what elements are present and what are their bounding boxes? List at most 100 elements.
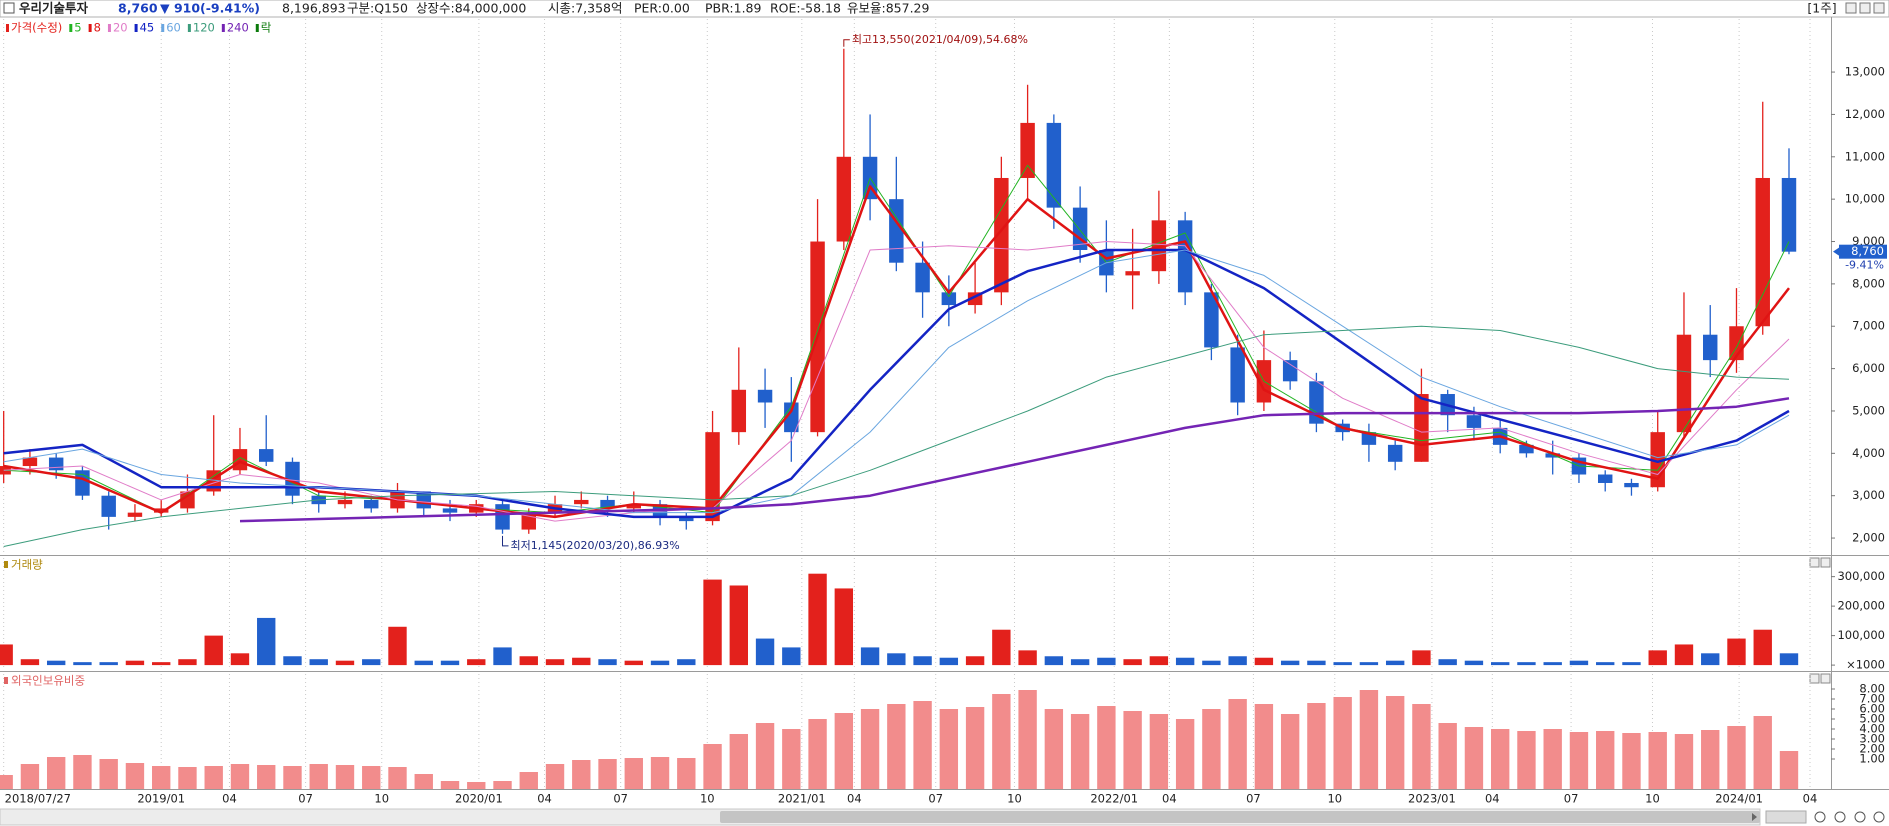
bar xyxy=(1779,653,1799,666)
scroll-thumb[interactable] xyxy=(720,811,1760,823)
checkbox[interactable] xyxy=(3,2,15,14)
zoom-button[interactable] xyxy=(1814,811,1826,823)
bar xyxy=(1254,704,1274,789)
bar xyxy=(913,656,932,666)
panel-button[interactable] xyxy=(1820,557,1831,568)
annotation-high: 최고13,550(2021/04/09),54.68% xyxy=(852,33,1028,46)
candle-body xyxy=(994,177,1009,293)
bar xyxy=(1097,657,1116,666)
scrollbar xyxy=(0,808,1885,826)
panel-button[interactable] xyxy=(1809,557,1820,568)
bar xyxy=(598,759,617,789)
x-tick-label: 2020/01 xyxy=(455,792,503,806)
x-tick-label: 07 xyxy=(298,792,313,806)
bar xyxy=(1517,662,1536,666)
bar xyxy=(257,765,276,789)
x-tick-label: 04 xyxy=(1485,792,1500,806)
candle-body xyxy=(1519,444,1534,454)
bar xyxy=(545,764,565,789)
last-change-label: -9.41% xyxy=(1845,259,1884,272)
x-tick-label: 07 xyxy=(1246,792,1261,806)
candle-body xyxy=(1020,122,1035,178)
zoom-button[interactable] xyxy=(1854,811,1866,823)
bar xyxy=(20,764,40,789)
bar xyxy=(283,656,302,666)
candle-body xyxy=(626,504,642,509)
x-tick-label: 04 xyxy=(222,792,237,806)
bar xyxy=(1569,660,1589,666)
period[interactable]: [1주] xyxy=(1807,1,1836,16)
legend-entry: 8 xyxy=(94,21,101,35)
bar xyxy=(1464,727,1484,789)
candle-body xyxy=(1177,220,1193,293)
bar xyxy=(1648,732,1667,789)
bar xyxy=(440,660,460,666)
moving-average-line xyxy=(3,241,1790,522)
candle-body xyxy=(1046,122,1062,208)
bar xyxy=(46,757,66,789)
candle-body xyxy=(48,457,64,471)
change-rate: (-9.41%) xyxy=(200,1,260,16)
y-tick-label: 13,000 xyxy=(1845,65,1885,79)
x-tick-label: 2024/01 xyxy=(1715,792,1763,806)
x-tick-label: 07 xyxy=(613,792,628,806)
x-tick-label: 10 xyxy=(1327,792,1342,806)
window-button[interactable] xyxy=(1845,2,1857,14)
bar xyxy=(178,767,197,789)
last-price-pointer xyxy=(1833,247,1839,256)
candle-body xyxy=(915,262,930,293)
bar xyxy=(1412,704,1431,789)
candle-body xyxy=(1414,394,1429,462)
panel-button[interactable] xyxy=(1820,673,1831,684)
bar xyxy=(1307,660,1326,666)
legend-entry: 20 xyxy=(113,21,128,35)
bar xyxy=(1596,731,1615,789)
bar xyxy=(1359,690,1379,789)
x-tick-label: 04 xyxy=(1803,792,1818,806)
bar xyxy=(808,573,827,666)
bar xyxy=(808,719,827,789)
y-tick-label: ×1000 xyxy=(1846,658,1885,672)
candle-body xyxy=(364,499,379,509)
bar xyxy=(1175,719,1195,789)
panel-title-swatch xyxy=(4,561,8,568)
candle-body xyxy=(784,402,799,433)
y-tick-label: 8,000 xyxy=(1852,276,1885,290)
candle-body xyxy=(1072,207,1088,250)
scroll-arrow[interactable] xyxy=(1752,813,1757,821)
legend-entry: 60 xyxy=(166,21,181,35)
bar xyxy=(414,774,433,789)
legend-entry: 240 xyxy=(227,21,249,35)
zoom-slider[interactable] xyxy=(1765,810,1807,824)
bar xyxy=(1333,697,1352,789)
y-tick-label: 4.00 xyxy=(1859,722,1885,736)
bar xyxy=(939,709,959,789)
candle-body xyxy=(1755,177,1770,327)
bar xyxy=(388,626,407,666)
window-button[interactable] xyxy=(1873,2,1885,14)
panel-button[interactable] xyxy=(1809,673,1820,684)
bar xyxy=(887,704,906,789)
field: 시총:7,358억 xyxy=(548,1,623,16)
header-bar: 우리기술투자 8,760 ▼ 910 (-9.41%) 8,196,893 구분… xyxy=(0,0,1889,18)
window-button[interactable] xyxy=(1859,2,1871,14)
bar xyxy=(1438,659,1457,666)
bar xyxy=(650,757,670,789)
candle-body xyxy=(705,432,720,522)
bar xyxy=(1543,662,1562,666)
bar xyxy=(73,755,92,789)
bar xyxy=(230,764,250,789)
zoom-button[interactable] xyxy=(1834,811,1846,823)
candle-body xyxy=(1545,453,1560,458)
zoom-button[interactable] xyxy=(1873,811,1885,823)
bar xyxy=(204,635,223,666)
y-tick-label: 7.00 xyxy=(1859,692,1885,706)
candle-body xyxy=(889,199,904,263)
bar xyxy=(572,657,591,666)
panel-title-swatch xyxy=(4,677,8,684)
bar xyxy=(860,647,880,666)
last-price-label: 8,760 xyxy=(1851,244,1884,258)
candle-body xyxy=(1703,334,1718,361)
bar xyxy=(703,744,722,789)
